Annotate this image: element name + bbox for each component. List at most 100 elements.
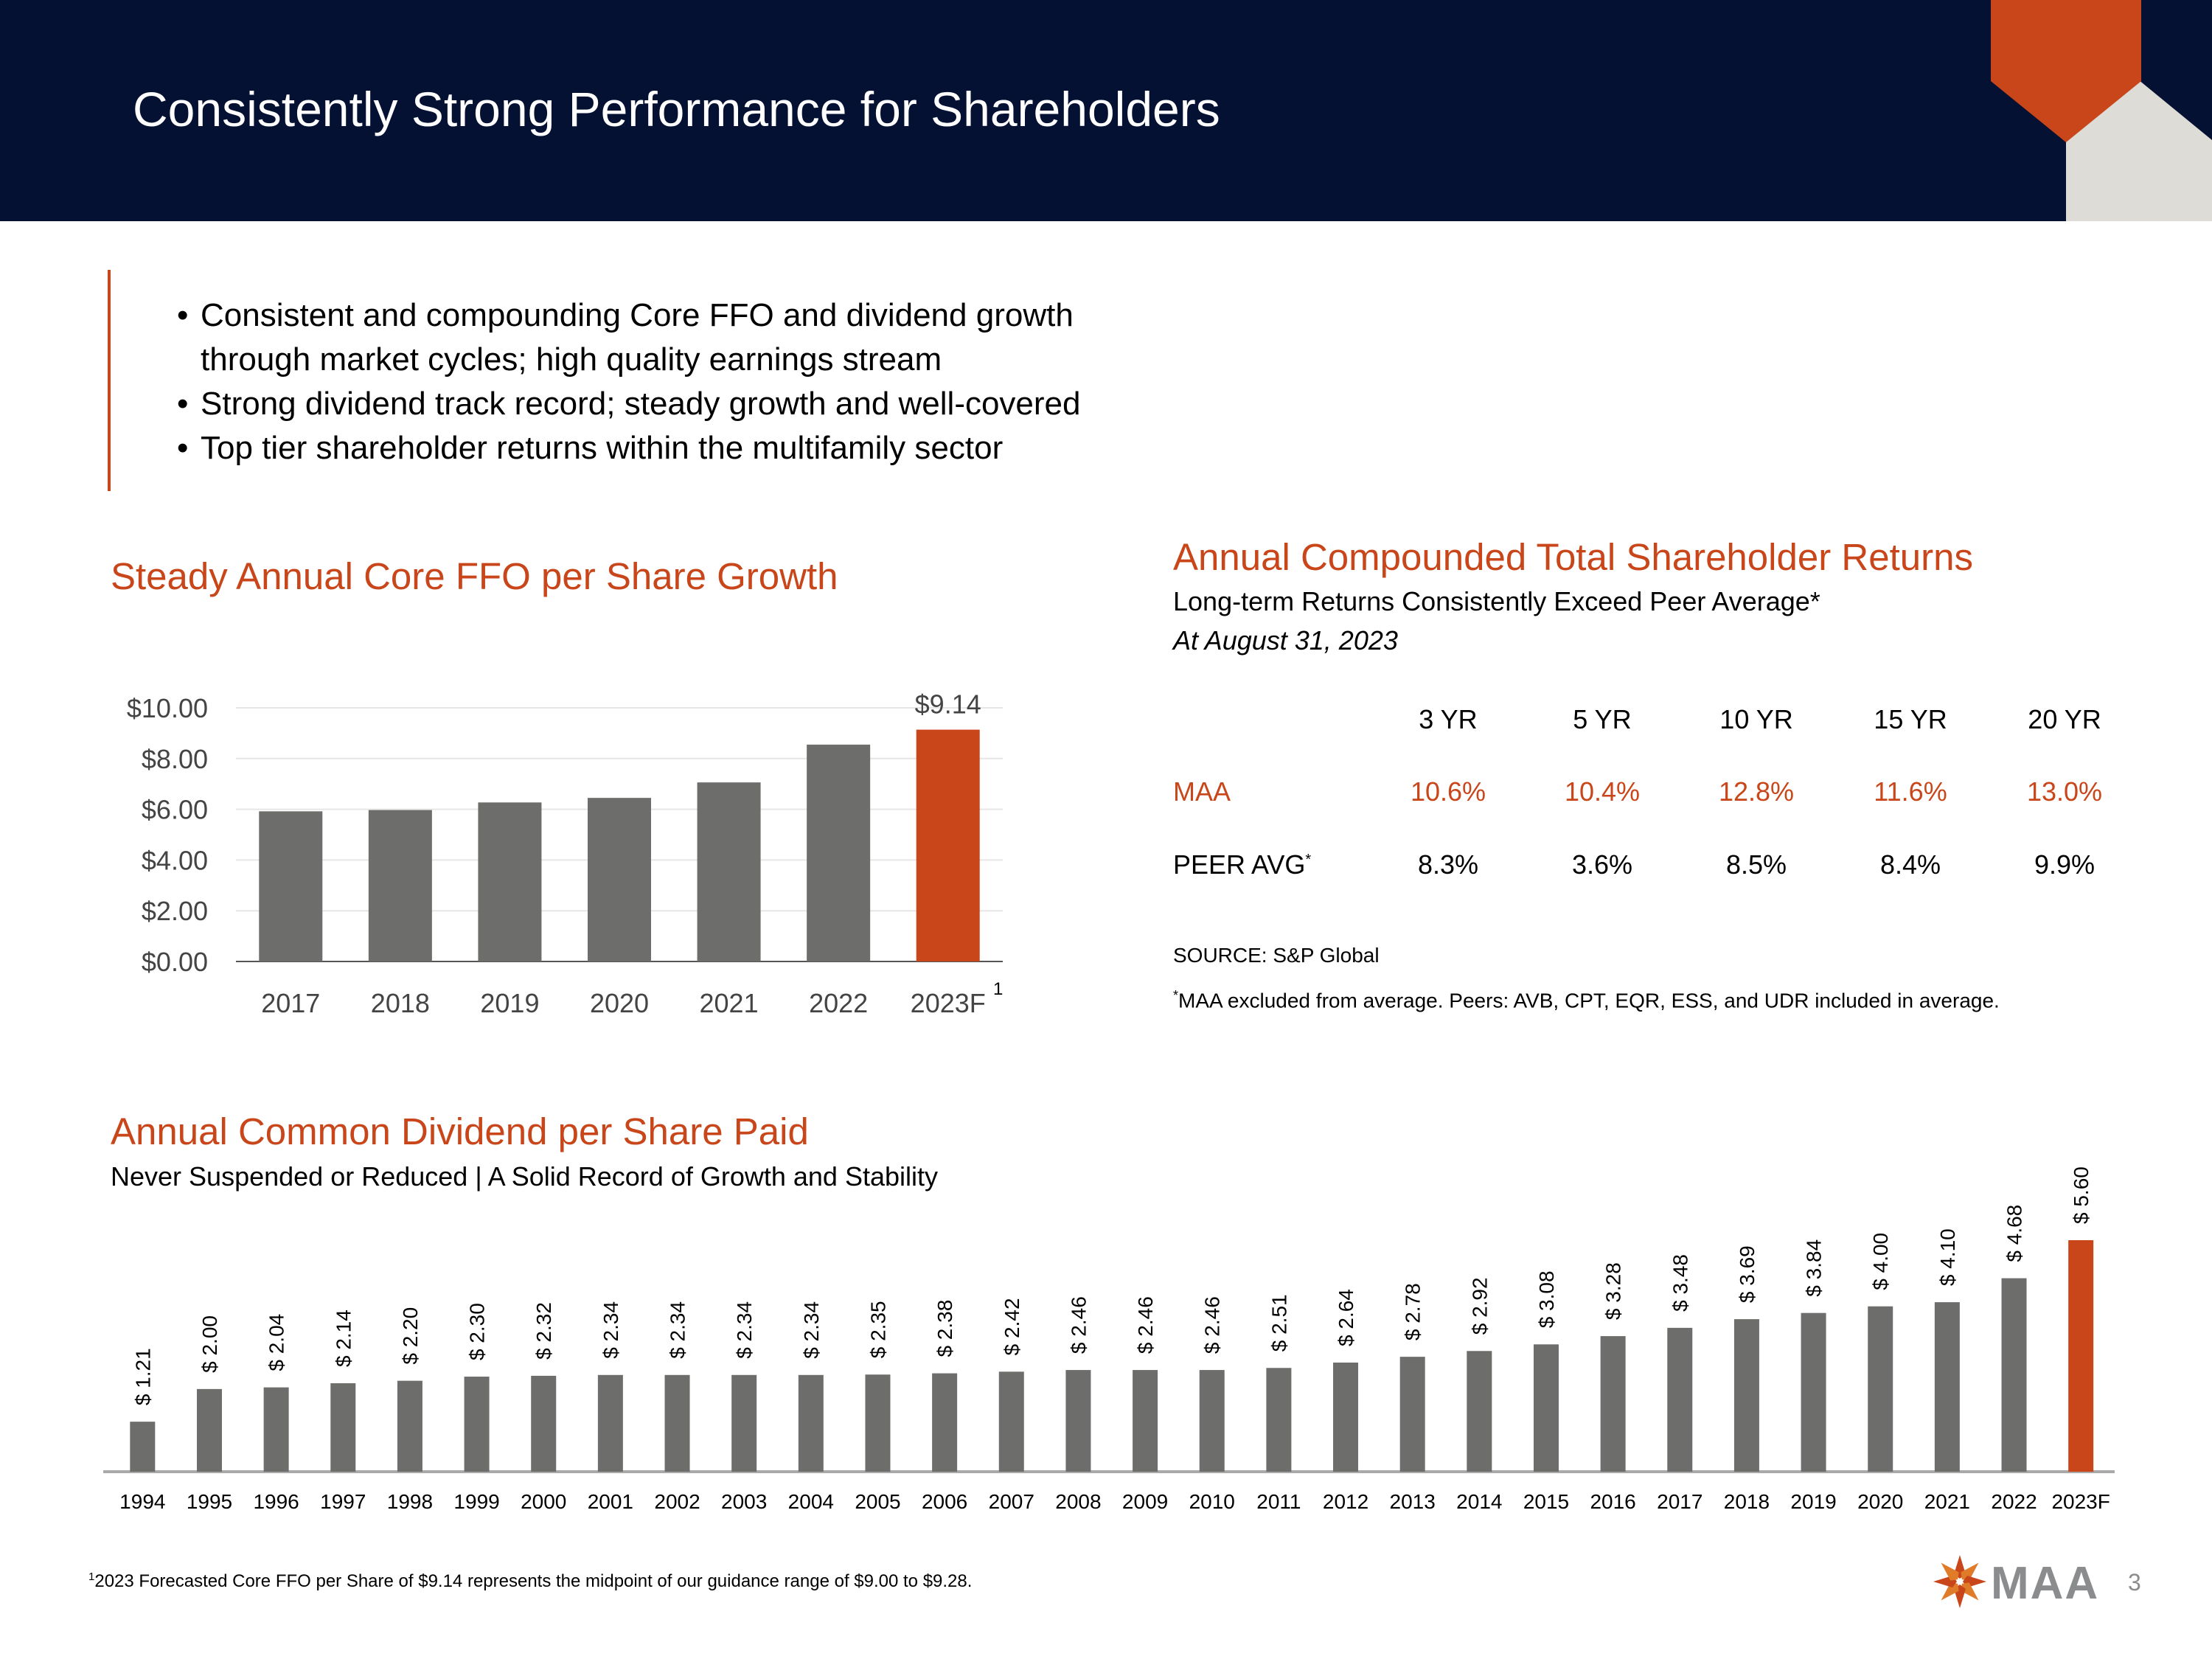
bar-value-label: $ 2.34	[599, 1301, 622, 1359]
ffo-bar	[368, 810, 432, 961]
footnote-text: 2023 Forecasted Core FFO per Share of $9…	[94, 1571, 973, 1591]
dividend-bar	[196, 1388, 222, 1472]
dividend-bar	[1934, 1302, 1960, 1472]
bar-value-label: $ 2.92	[1468, 1277, 1491, 1335]
peer-footnote-marker: *	[1173, 988, 1179, 1003]
footnote: 12023 Forecasted Core FFO per Share of $…	[88, 1571, 972, 1592]
x-tick-label: 2021	[700, 988, 759, 1018]
maa-value: 10.6%	[1410, 776, 1486, 807]
x-tick-label: 2021	[1924, 1490, 1970, 1513]
x-tick-label: 2019	[480, 988, 539, 1018]
bar-value-label: $ 3.08	[1535, 1270, 1558, 1328]
x-tick-label: 2018	[371, 988, 430, 1018]
y-tick-label: $2.00	[142, 896, 208, 926]
dividend-bar	[1399, 1357, 1425, 1472]
dividend-bar	[330, 1383, 356, 1472]
x-tick-label: 2019	[1790, 1490, 1836, 1513]
corner-orange-shape	[1991, 0, 2141, 142]
bar-value-label: $ 4.68	[2003, 1205, 2026, 1262]
ffo-bar	[697, 782, 761, 961]
dividend-bar	[1733, 1319, 1759, 1472]
dividend-chart-subtitle: Never Suspended or Reduced | A Solid Rec…	[111, 1161, 938, 1192]
x-tick-label: 2003	[721, 1490, 767, 1513]
bar-value-label: $ 2.20	[399, 1307, 422, 1365]
dividend-bar	[1600, 1336, 1626, 1472]
bar-value-label: $ 2.51	[1267, 1294, 1290, 1352]
bar-value-label: $ 3.69	[1736, 1245, 1759, 1303]
bar-value-label: $ 2.00	[198, 1315, 221, 1373]
column-header: 3 YR	[1419, 704, 1478, 734]
x-tick-label: 1996	[253, 1490, 299, 1513]
footnote-marker: 1	[993, 979, 1003, 999]
x-tick-label: 2000	[521, 1490, 566, 1513]
x-tick-label: 2015	[1523, 1490, 1569, 1513]
y-tick-label: $8.00	[142, 744, 208, 774]
dividend-bar-chart: $ 1.21 1994 $ 2.00 1995 $ 2.04 1996 $ 2.14 1997…	[103, 1166, 2115, 1513]
x-tick-label: 2009	[1122, 1490, 1168, 1513]
dividend-bar	[1467, 1351, 1492, 1472]
bar-value-label: $ 3.28	[1602, 1262, 1625, 1320]
x-tick-label: 1995	[187, 1490, 232, 1513]
x-tick-label: 2020	[1857, 1490, 1903, 1513]
peer-row-sup: *	[1305, 852, 1312, 868]
header-banner	[0, 0, 2212, 221]
bar-value-label: $ 2.35	[866, 1301, 889, 1358]
y-tick-label: $10.00	[127, 693, 208, 723]
dividend-bar	[1868, 1306, 1893, 1472]
ffo-chart-title: Steady Annual Core FFO per Share Growth	[111, 555, 838, 597]
bar-value-label: $ 2.46	[1067, 1296, 1090, 1354]
bar-value-label: $ 2.34	[800, 1301, 823, 1359]
peer-value: 8.5%	[1725, 849, 1787, 880]
x-tick-label: 1997	[320, 1490, 366, 1513]
bar-value-label: $ 2.46	[1201, 1296, 1224, 1354]
bar-value-label: $ 2.38	[933, 1300, 956, 1357]
returns-date: At August 31, 2023	[1173, 625, 1398, 655]
corner-decoration	[1991, 0, 2212, 221]
dividend-bar	[1199, 1370, 1225, 1472]
y-tick-label: $0.00	[142, 947, 208, 977]
dividend-bar	[531, 1375, 557, 1472]
dividend-bar	[798, 1374, 824, 1472]
column-header: 20 YR	[2028, 704, 2101, 734]
bar-value-label: $ 2.32	[532, 1302, 555, 1360]
bar-value-label: $ 2.30	[466, 1303, 489, 1360]
column-header: 10 YR	[1719, 704, 1793, 734]
bar-value-label: $ 4.10	[1936, 1228, 1959, 1286]
peer-footnote: *MAA excluded from average. Peers: AVB, …	[1173, 988, 2000, 1012]
returns-title: Annual Compounded Total Shareholder Retu…	[1173, 536, 1973, 578]
bullet-text: Consistent and compounding Core FFO and …	[201, 297, 1074, 333]
x-tick-label: 2022	[809, 988, 868, 1018]
page-number: 3	[2128, 1569, 2141, 1596]
x-tick-label: 2020	[590, 988, 649, 1018]
bar-value-label: $ 2.46	[1134, 1296, 1157, 1354]
ffo-bar	[916, 729, 980, 961]
x-tick-label: 2008	[1055, 1490, 1101, 1513]
column-header: 5 YR	[1573, 704, 1632, 734]
x-tick-label: 2011	[1256, 1490, 1301, 1513]
bullet-text: Top tier shareholder returns within the …	[201, 430, 1004, 466]
bar-value-label: $ 5.60	[2070, 1166, 2093, 1224]
maa-row-label: MAA	[1173, 776, 1231, 807]
peer-value: 8.3%	[1417, 849, 1479, 880]
y-tick-label: $6.00	[142, 795, 208, 825]
maa-logo-icon	[1933, 1555, 1986, 1608]
dividend-bar	[998, 1371, 1024, 1472]
x-tick-label: 2001	[588, 1490, 633, 1513]
dividend-bar	[865, 1374, 891, 1472]
peer-row-label: PEER AVG*	[1173, 849, 1311, 880]
page-title: Consistently Strong Performance for Shar…	[133, 82, 1220, 136]
returns-subtitle: Long-term Returns Consistently Exceed Pe…	[1173, 586, 1820, 616]
accent-bar	[108, 270, 111, 491]
peer-value: 8.4%	[1879, 849, 1941, 880]
dividend-bar	[1533, 1344, 1559, 1472]
x-tick-label: 2017	[261, 988, 320, 1018]
dividend-bar	[263, 1387, 289, 1472]
bar-value-label: $ 1.21	[131, 1348, 154, 1405]
x-tick-label: 1998	[387, 1490, 433, 1513]
dividend-bar	[1065, 1370, 1091, 1472]
dividend-bar	[597, 1374, 623, 1472]
dividend-bar	[1133, 1370, 1158, 1472]
x-tick-label: 1999	[453, 1490, 499, 1513]
footnote-marker: 1	[88, 1571, 95, 1583]
bar-value-label: $ 4.00	[1869, 1233, 1892, 1290]
